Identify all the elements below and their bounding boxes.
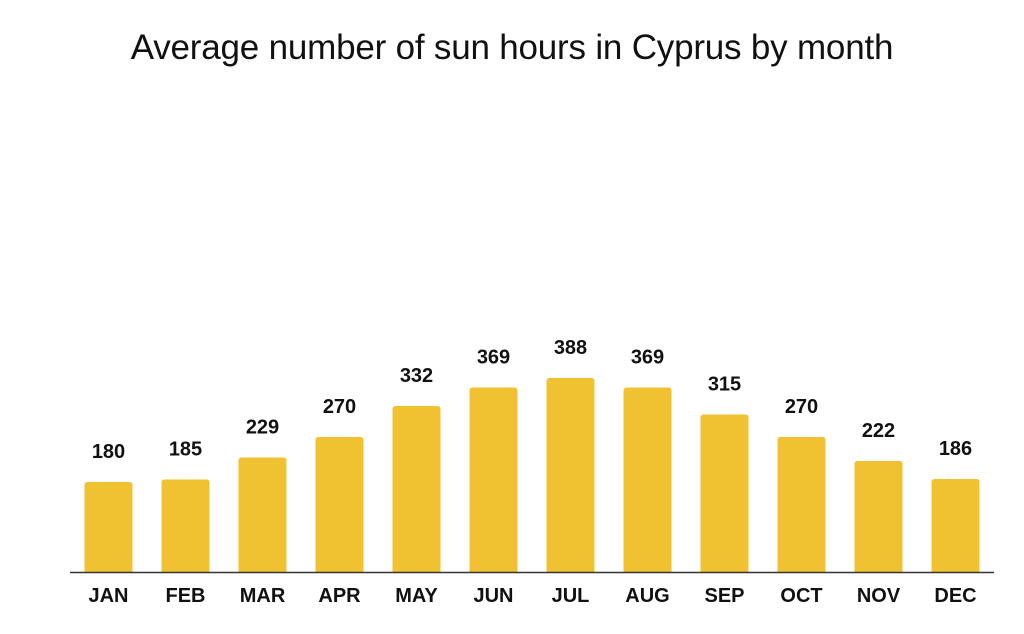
data-label-sep: 315: [708, 374, 741, 396]
bar-oct: [777, 437, 826, 572]
chart-title: Average number of sun hours in Cyprus by…: [130, 28, 894, 67]
bar-mar: [238, 457, 287, 572]
bars-layer: [84, 378, 980, 572]
x-tick-jun: JUN: [473, 585, 513, 607]
x-tick-may: MAY: [395, 585, 438, 607]
bar-feb: [161, 479, 210, 572]
bar-aug: [623, 387, 672, 572]
x-tick-oct: OCT: [780, 585, 822, 607]
data-label-jun: 369: [477, 347, 510, 369]
x-axis-ticks-layer: JAN FEB MAR APR MAY JUN JUL AUG SEP OCT NOV DEC: [88, 585, 976, 607]
x-tick-nov: NOV: [857, 585, 901, 607]
bar-may: [392, 406, 441, 572]
data-label-oct: 270: [785, 396, 818, 418]
bar-sep: [700, 414, 749, 572]
bar-jul: [546, 378, 595, 572]
x-tick-mar: MAR: [240, 585, 286, 607]
data-label-aug: 369: [631, 347, 664, 369]
data-label-dec: 186: [939, 438, 972, 460]
x-tick-apr: APR: [318, 585, 361, 607]
x-tick-dec: DEC: [934, 585, 976, 607]
data-label-feb: 185: [169, 439, 202, 461]
data-label-nov: 222: [862, 420, 895, 442]
x-tick-jul: JUL: [552, 585, 590, 607]
bar-dec: [931, 479, 980, 572]
x-tick-sep: SEP: [704, 585, 744, 607]
data-label-jul: 388: [554, 337, 587, 359]
x-tick-feb: FEB: [166, 585, 206, 607]
x-tick-aug: AUG: [625, 585, 669, 607]
bar-jun: [469, 387, 518, 572]
data-label-may: 332: [400, 365, 433, 387]
data-label-apr: 270: [323, 396, 356, 418]
bar-nov: [854, 461, 903, 572]
data-label-jan: 180: [92, 441, 125, 463]
bar-apr: [315, 437, 364, 572]
data-label-mar: 229: [246, 417, 279, 439]
x-tick-jan: JAN: [88, 585, 128, 607]
bar-jan: [84, 482, 133, 572]
data-labels-layer: 180 185 229 270 332 369 388 369 315 270 222 186: [92, 337, 972, 463]
